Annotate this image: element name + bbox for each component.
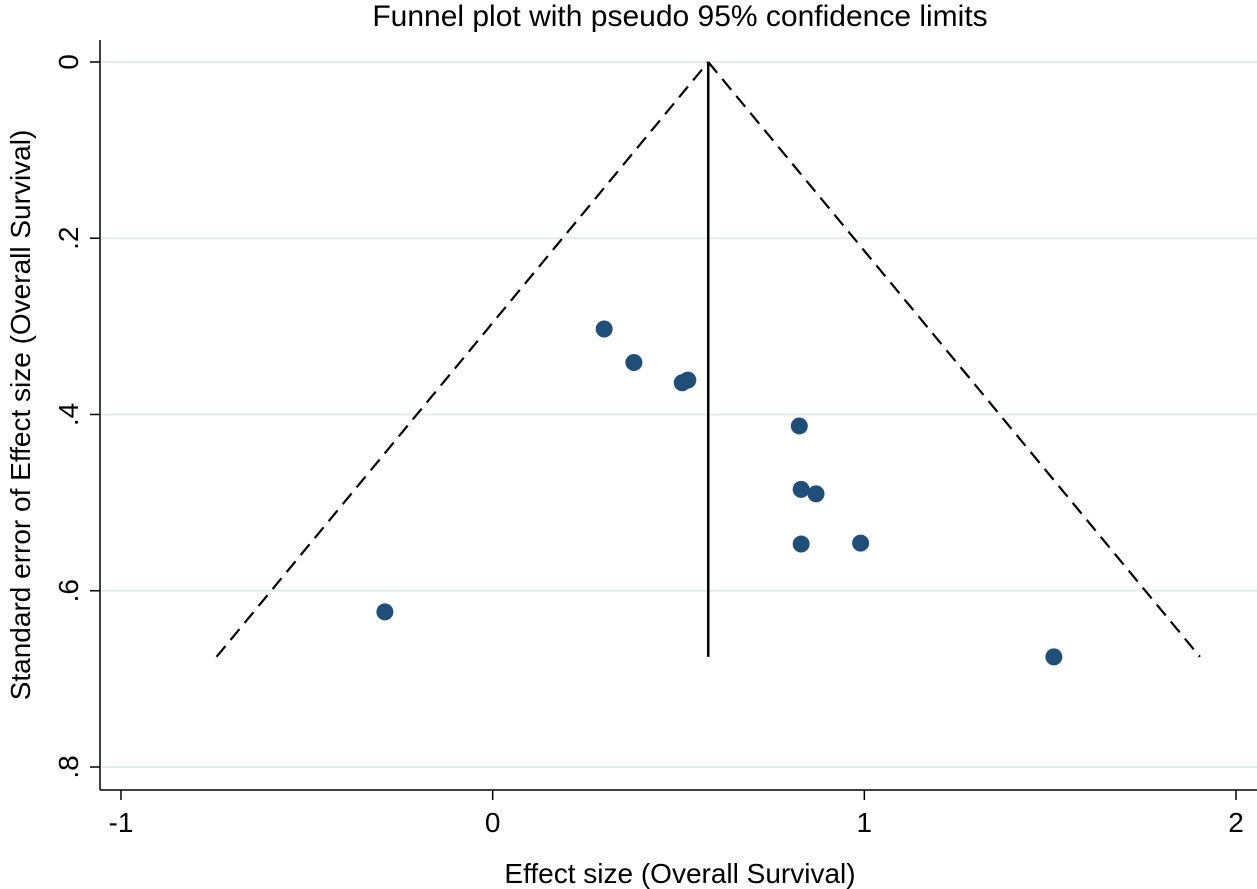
y-tick-label: 0 [53,54,84,70]
lower-confidence-limit [215,61,710,658]
data-point [1045,648,1063,666]
y-tick-label: .2 [53,227,84,250]
x-tick-label: 2 [1228,807,1244,838]
x-axis-title: Effect size (Overall Survival) [504,858,855,889]
data-point [852,534,870,552]
axes: 0 .2 .4 .6 .8 -1 0 1 2 [53,40,1257,838]
data-point [807,485,825,503]
data-point [792,535,810,553]
data-point [595,320,613,338]
data-point [790,417,808,435]
funnel-limits [215,61,1201,658]
y-axis-title: Standard error of Effect size (Overall S… [5,130,36,701]
data-point [792,480,810,498]
y-tick-label: .6 [53,579,84,602]
data-point [625,354,643,372]
x-tick-label: 0 [485,807,501,838]
y-tick-label: .8 [53,755,84,778]
x-tick-label: 1 [857,807,873,838]
grid-lines [102,61,1257,768]
chart-title: Funnel plot with pseudo 95% confidence l… [372,0,987,33]
y-tick-label: .4 [53,403,84,426]
upper-confidence-limit [707,61,1201,658]
x-tick-label: -1 [109,807,134,838]
data-point [376,603,394,621]
data-points [376,320,1063,666]
data-point [679,371,697,389]
